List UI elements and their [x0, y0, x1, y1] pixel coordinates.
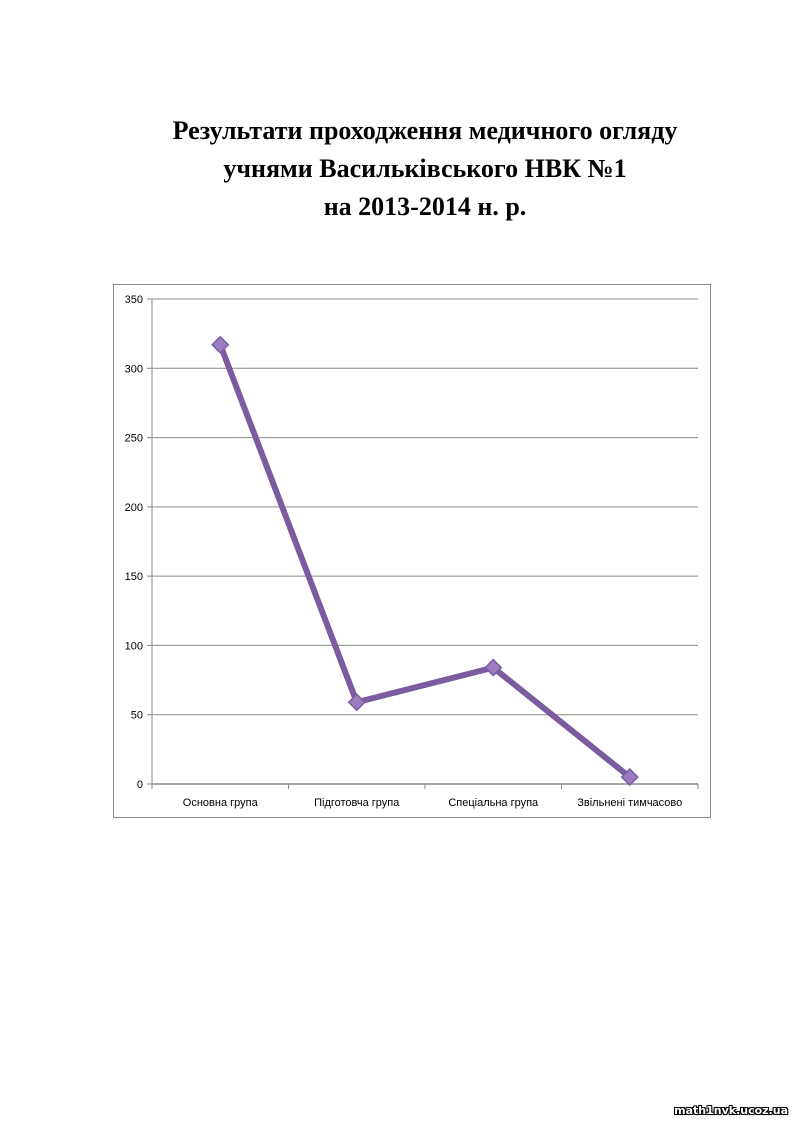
y-tick-label-100: 100: [125, 640, 143, 652]
chart-frame: [113, 284, 711, 818]
y-tick-label-250: 250: [125, 433, 143, 445]
y-tick-label-350: 350: [125, 294, 143, 306]
title-line-3: на 2013-2014 н. р.: [323, 192, 527, 221]
y-tick-label-300: 300: [125, 363, 143, 375]
data-point-3: [620, 768, 639, 787]
y-tick-label-150: 150: [125, 571, 143, 583]
title-line-2: учнями Васильківського НВК №1: [223, 154, 627, 183]
data-point-0: [211, 335, 230, 354]
data-point-1: [347, 693, 366, 712]
y-tick-label-200: 200: [125, 502, 143, 514]
x-tick-label-3: Звільнені тимчасово: [577, 797, 682, 809]
data-point-2: [484, 658, 503, 677]
y-tick-label-50: 50: [131, 710, 143, 722]
x-tick-label-1: Підготовча група: [314, 797, 400, 809]
title-line-1: Результати проходження медичного огляду: [172, 116, 678, 145]
series-line: [217, 341, 633, 781]
x-tick-label-0: Основна група: [183, 797, 259, 809]
y-tick-label-0: 0: [137, 779, 143, 791]
x-tick-label-2: Спеціальна група: [448, 797, 539, 809]
page-title: Результати проходження медичного огляду …: [0, 112, 794, 226]
watermark: math1nvk.ucoz.ua: [674, 1104, 788, 1117]
